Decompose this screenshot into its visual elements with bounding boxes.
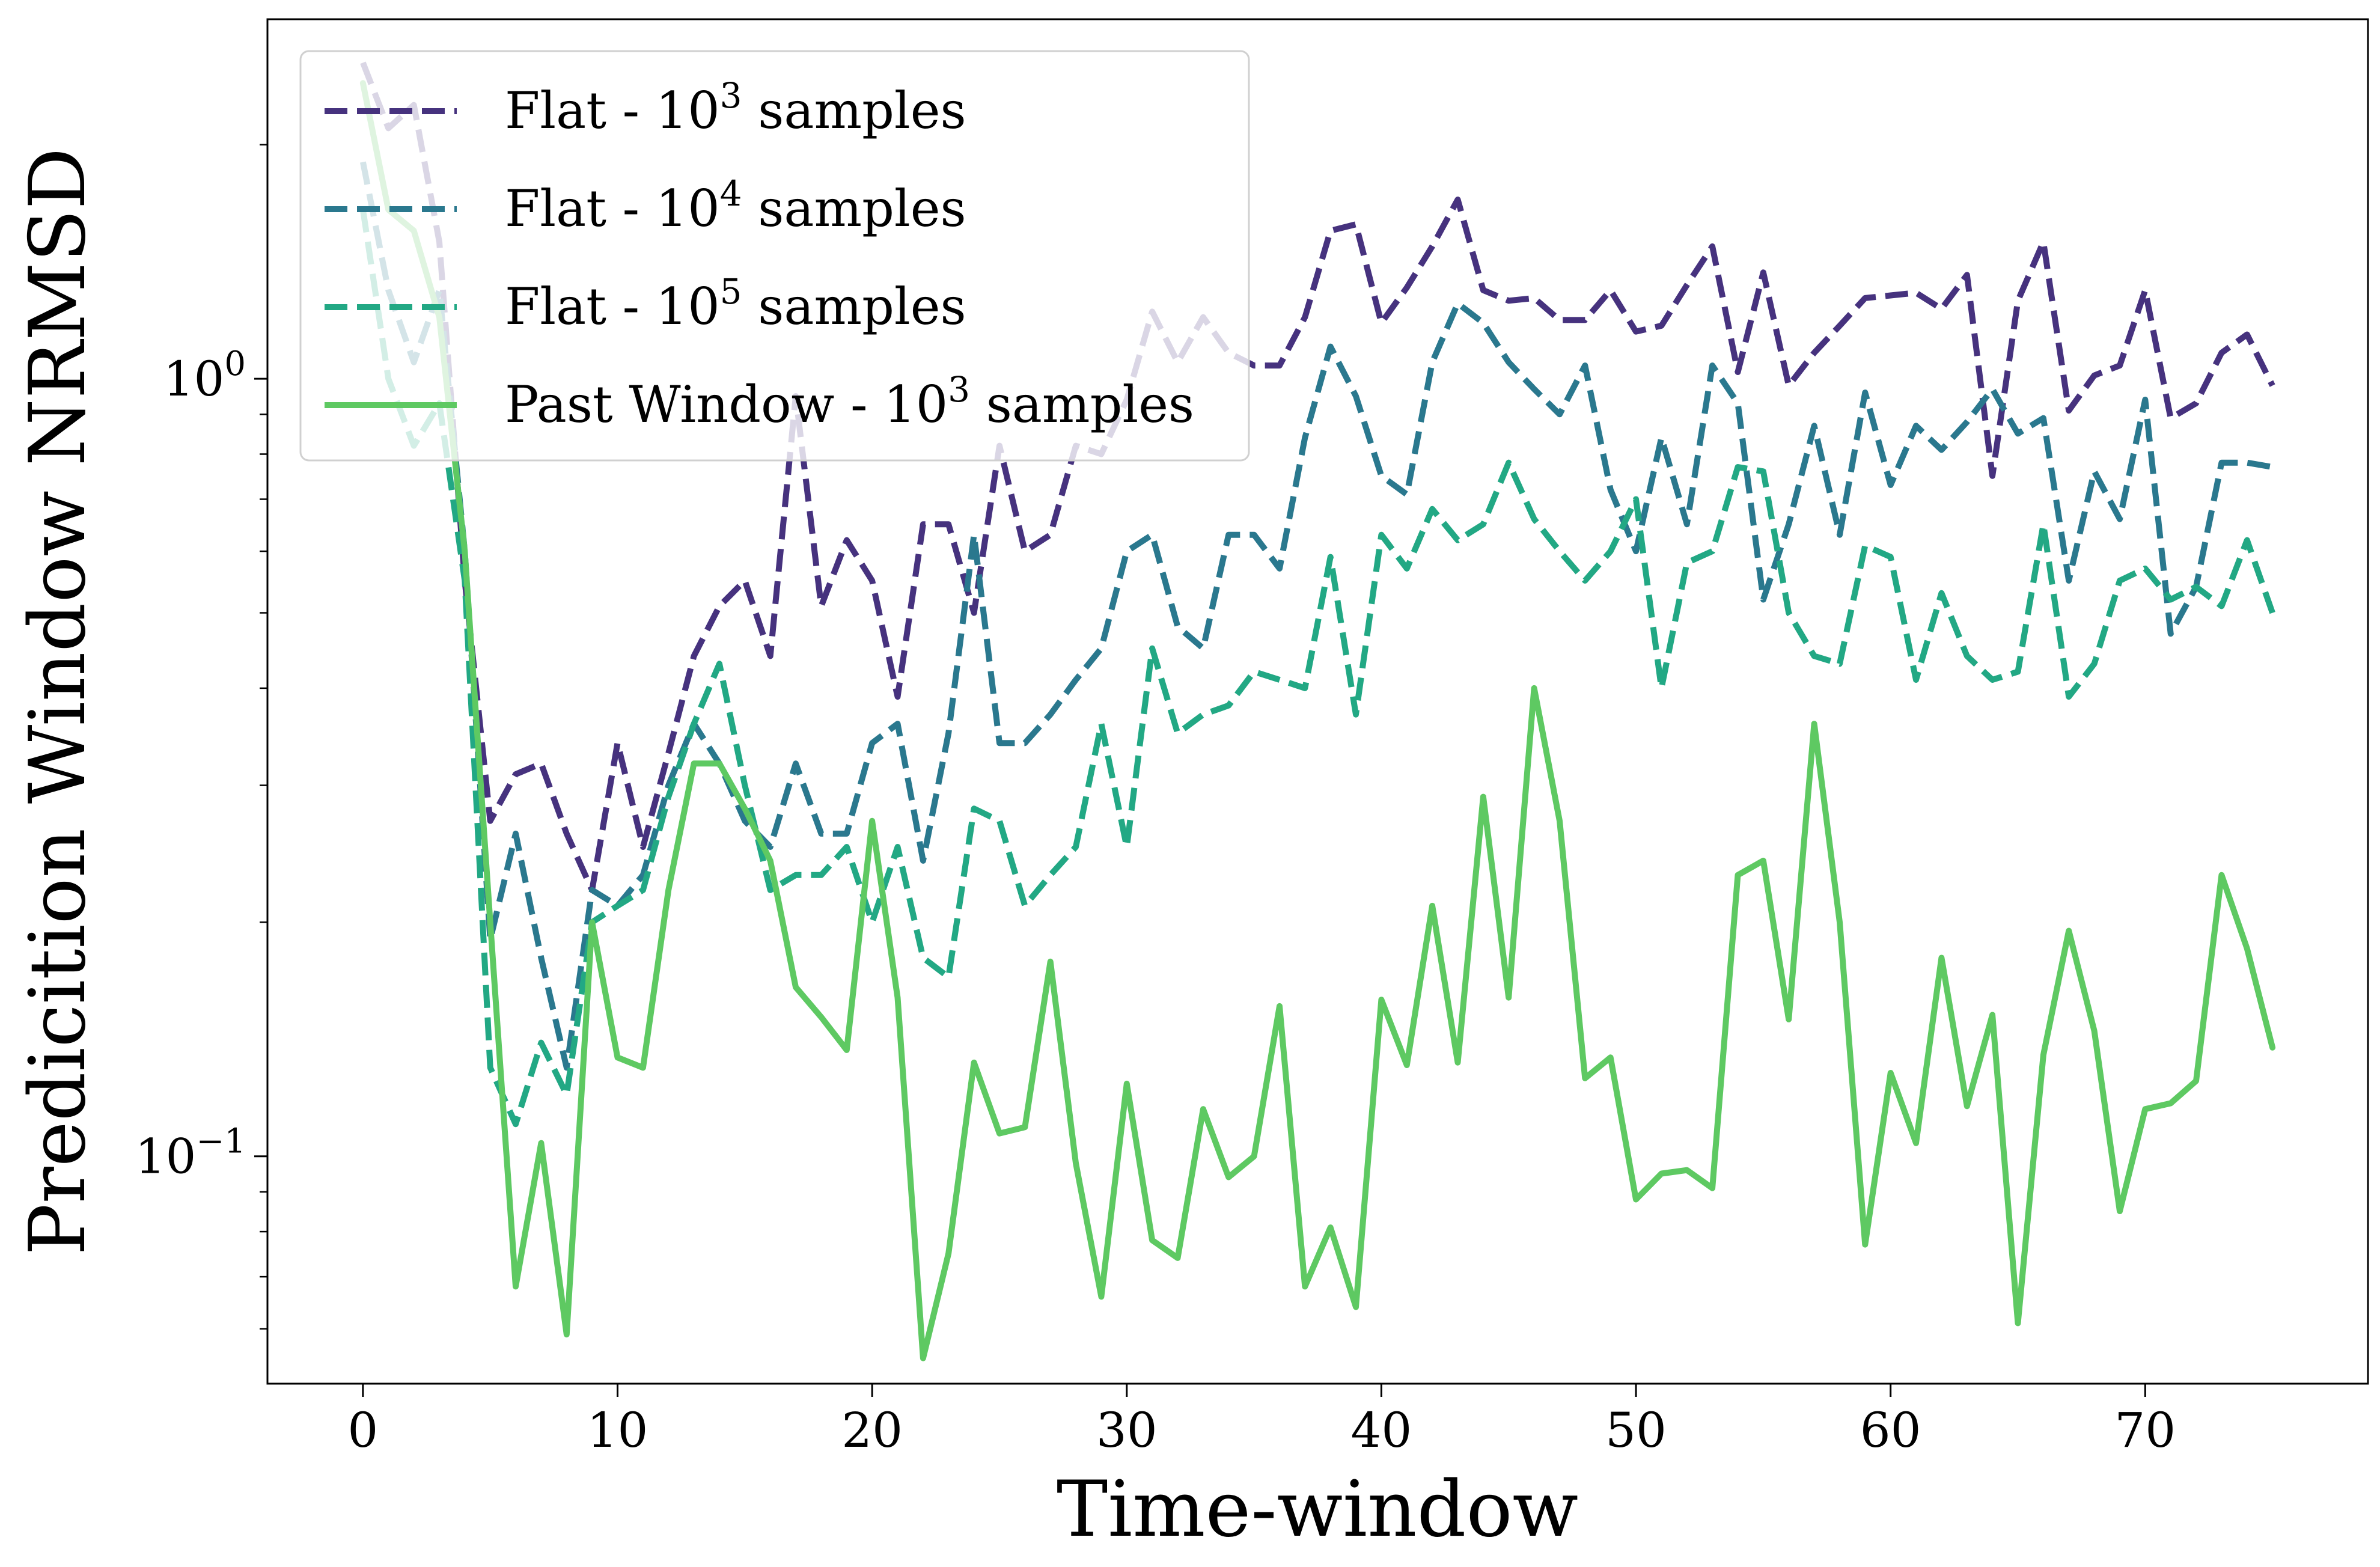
x-tick-label: 0: [347, 1402, 378, 1458]
x-tick-label: 70: [2114, 1402, 2176, 1458]
legend-label-2: Flat - 104 samples: [505, 173, 966, 238]
x-tick-label: 40: [1351, 1402, 1412, 1458]
series-line-3: [359, 209, 2275, 1128]
x-axis-title: Time-window: [1057, 1465, 1578, 1554]
y-axis-title: Predicition Window NRMSD: [13, 148, 103, 1256]
x-axis: 0 10 20 30 40 50 60 70: [347, 1384, 2176, 1458]
x-tick-label: 60: [1860, 1402, 1921, 1458]
legend-label-3: Flat - 105 samples: [505, 271, 966, 336]
x-tick-label: 10: [587, 1402, 648, 1458]
series-line-1: [360, 61, 2275, 893]
legend-label-4: Past Window - 103 samples: [505, 369, 1194, 434]
x-tick-label: 20: [841, 1402, 903, 1458]
y-tick-label: 10−1: [135, 1122, 246, 1185]
legend-box: [299, 50, 1250, 462]
plot-frame: [266, 18, 2369, 1385]
x-tick-label: 30: [1096, 1402, 1158, 1458]
series-layer: [359, 61, 2276, 1361]
legend-label-1: Flat - 103 samples: [505, 75, 966, 140]
y-tick-label: 100: [163, 344, 246, 407]
x-tick-label: 50: [1605, 1402, 1667, 1458]
y-axis: 10−1 100: [135, 144, 267, 1330]
series-line-4: [359, 80, 2276, 1361]
legend: Flat - 103 samples Flat - 104 samples Flat…: [299, 50, 1250, 462]
